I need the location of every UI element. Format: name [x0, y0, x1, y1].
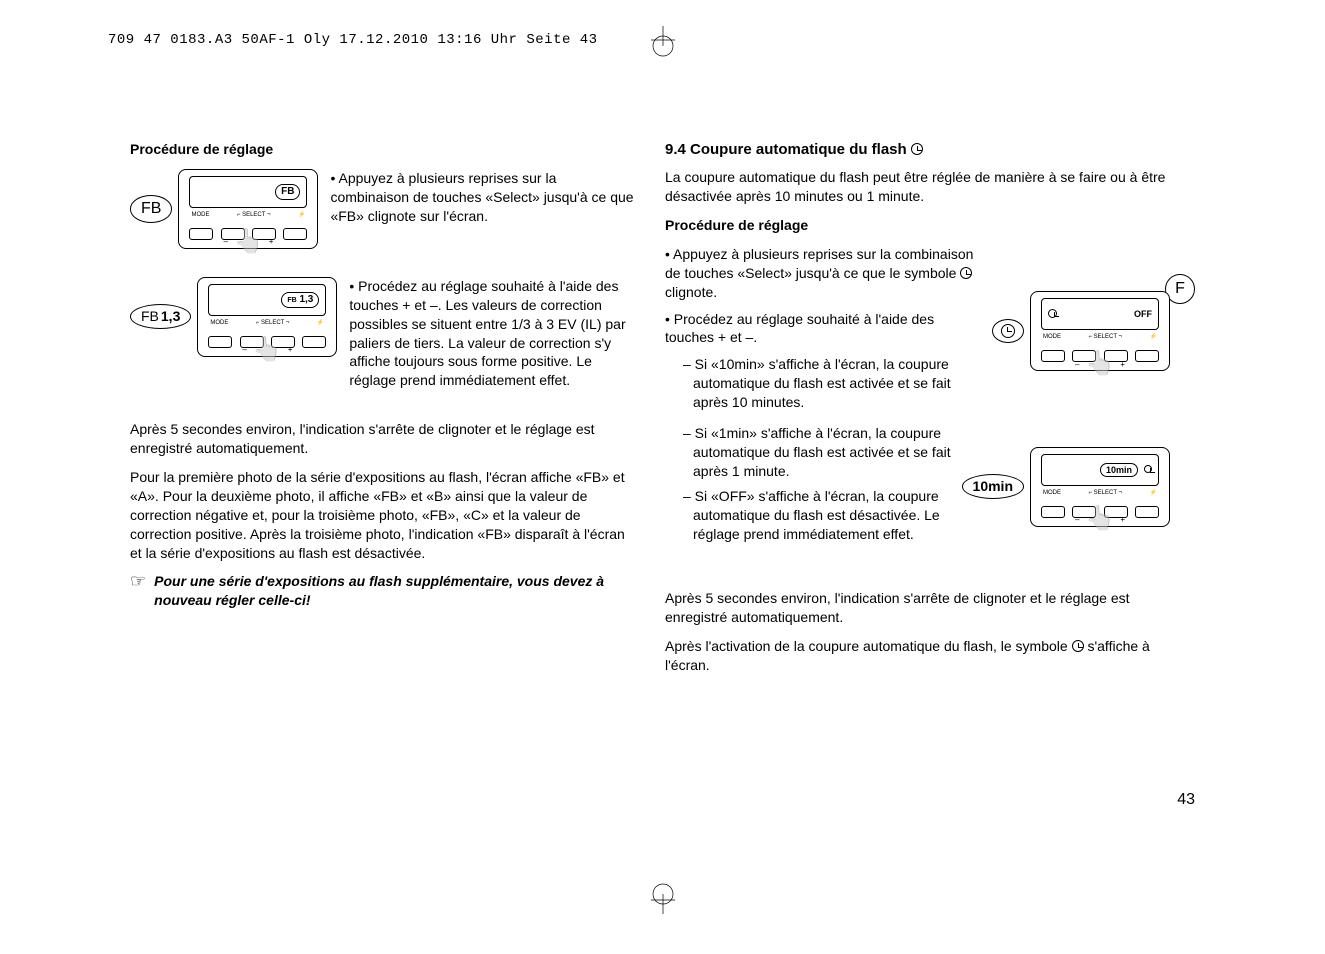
hand-icon: 👆 [252, 334, 282, 366]
right-dash-3: – Si «OFF» s'affiche à l'écran, la coupu… [683, 487, 952, 544]
right-subheading: Procédure de réglage [665, 216, 1170, 235]
pointing-hand-icon: ☞ [130, 572, 146, 610]
clock-label [992, 319, 1024, 343]
clock-icon [1001, 324, 1015, 338]
left-para-1: Après 5 secondes environ, l'indication s… [130, 420, 635, 458]
left-item-2: FB 1,3 FB 1,3 MODE⌐ SELECT ¬⚡ – + 👆 Proc… [130, 277, 635, 390]
left-note-text: Pour une série d'expositions au flash su… [154, 572, 635, 610]
crop-mark-top [643, 26, 683, 66]
left-note: ☞ Pour une série d'expositions au flash … [130, 572, 635, 610]
figure-fb: FB FB MODE⌐ SELECT ¬⚡ – + 👆 [130, 169, 318, 249]
right-intro: La coupure automatique du flash peut êtr… [665, 168, 1170, 206]
device-screen-2: FB 1,3 [208, 284, 326, 316]
print-header: 709 47 0183.A3 50AF-1 Oly 17.12.2010 13:… [108, 32, 598, 48]
device-screen-3: OFF [1041, 298, 1159, 330]
device-illustration-1: FB MODE⌐ SELECT ¬⚡ – + 👆 [178, 169, 318, 249]
device-screen-1: FB [189, 176, 307, 208]
figure-clock: OFF MODE⌐ SELECT ¬⚡ – + 👆 [992, 245, 1170, 418]
hand-icon: 👆 [1085, 503, 1115, 535]
device-illustration-3: OFF MODE⌐ SELECT ¬⚡ – + 👆 [1030, 291, 1170, 371]
right-bullet-1: Appuyez à plusieurs reprises sur la comb… [665, 245, 982, 302]
right-column: 9.4 Coupure automatique du flash La coup… [665, 140, 1170, 820]
right-para-2: Après l'activation de la coupure automat… [665, 637, 1170, 675]
clock-icon [911, 143, 923, 155]
figure-10min: 10min 10min MODE⌐ SELECT ¬⚡ – + 👆 [962, 424, 1170, 549]
left-item-1: FB FB MODE⌐ SELECT ¬⚡ – + 👆 Appuyez à pl… [130, 169, 635, 249]
fb-label: FB [130, 195, 172, 223]
tenmin-label: 10min [962, 474, 1024, 499]
left-heading: Procédure de réglage [130, 140, 635, 159]
crop-mark-bottom [643, 874, 683, 914]
right-bullet-2: Procédez au réglage souhaité à l'aide de… [665, 310, 982, 348]
clock-icon [960, 267, 972, 279]
left-para-2: Pour la première photo de la série d'exp… [130, 468, 635, 562]
device-screen-4: 10min [1041, 454, 1159, 486]
left-bullet-1: Appuyez à plusieurs reprises sur la comb… [330, 169, 635, 226]
right-para-1: Après 5 secondes environ, l'indication s… [665, 589, 1170, 627]
right-heading: 9.4 Coupure automatique du flash [665, 140, 1170, 160]
hand-icon: 👆 [234, 226, 264, 258]
page-content: Procédure de réglage FB FB MODE⌐ SELECT … [130, 140, 1200, 820]
hand-icon: 👆 [1085, 348, 1115, 380]
device-illustration-2: FB 1,3 MODE⌐ SELECT ¬⚡ – + 👆 [197, 277, 337, 357]
device-illustration-4: 10min MODE⌐ SELECT ¬⚡ – + 👆 [1030, 447, 1170, 527]
left-column: Procédure de réglage FB FB MODE⌐ SELECT … [130, 140, 635, 820]
clock-icon [1072, 640, 1084, 652]
clock-icon [1144, 465, 1152, 473]
left-bullet-2: Procédez au réglage souhaité à l'aide de… [349, 277, 635, 390]
fb13-label: FB 1,3 [130, 304, 191, 329]
right-block-1: Appuyez à plusieurs reprises sur la comb… [665, 245, 1170, 418]
right-dash-1: – Si «10min» s'affiche à l'écran, la cou… [683, 355, 982, 412]
figure-fb13: FB 1,3 FB 1,3 MODE⌐ SELECT ¬⚡ – + 👆 [130, 277, 337, 357]
page-number: 43 [1177, 791, 1195, 809]
right-dash-2: – Si «1min» s'affiche à l'écran, la coup… [683, 424, 952, 481]
right-block-2: – Si «1min» s'affiche à l'écran, la coup… [665, 424, 1170, 549]
clock-icon [1048, 309, 1057, 318]
